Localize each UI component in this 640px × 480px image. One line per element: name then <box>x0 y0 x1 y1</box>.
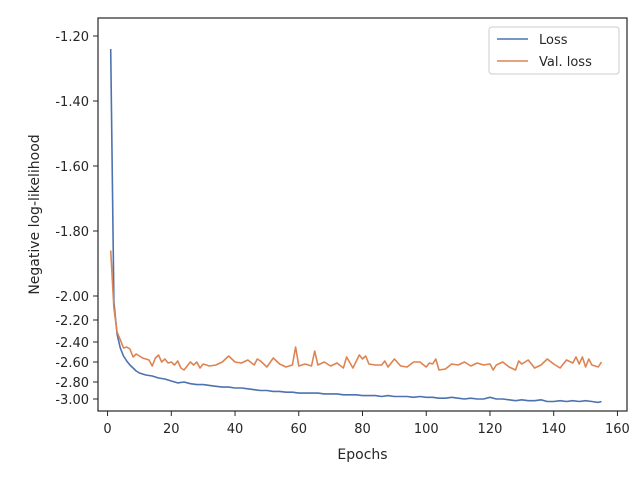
series-line-loss <box>109 48 602 404</box>
legend-label-val-loss: Val. loss <box>539 55 592 70</box>
series-line-val-loss <box>109 250 603 371</box>
x-tick-label: 120 <box>478 422 503 437</box>
x-tick-label: 40 <box>227 422 244 437</box>
x-tick-label: 140 <box>541 422 566 437</box>
y-tick-label: -1.60 <box>55 160 89 175</box>
x-tick-label: 80 <box>354 422 371 437</box>
y-tick-label: -2.80 <box>55 376 89 391</box>
y-axis-label: Negative log-likelihood <box>27 134 43 294</box>
x-axis-label: Epochs <box>337 447 387 463</box>
x-axis: 0 20 40 60 80 100 120 140 160 <box>103 411 630 437</box>
y-tick-label: -1.20 <box>55 30 89 45</box>
x-tick-label: 0 <box>103 422 111 437</box>
y-tick-label: -2.00 <box>55 290 89 305</box>
y-tick-label: -2.40 <box>55 336 89 351</box>
y-tick-label: -2.60 <box>55 356 89 371</box>
x-tick-label: 60 <box>290 422 307 437</box>
y-tick-label: -2.20 <box>55 314 89 329</box>
legend-label-loss: Loss <box>539 33 568 48</box>
y-axis: -1.20 -1.40 -1.60 -1.80 -2.00 -2.20 -2.40 -2.60… <box>55 30 98 408</box>
series-layer <box>109 48 603 404</box>
x-tick-label: 100 <box>414 422 439 437</box>
x-tick-label: 20 <box>163 422 180 437</box>
legend: Loss Val. loss <box>488 26 620 75</box>
y-tick-label: -3.00 <box>55 393 89 408</box>
x-tick-label: 160 <box>605 422 630 437</box>
y-tick-label: -1.80 <box>55 225 89 240</box>
y-tick-label: -1.40 <box>55 95 89 110</box>
